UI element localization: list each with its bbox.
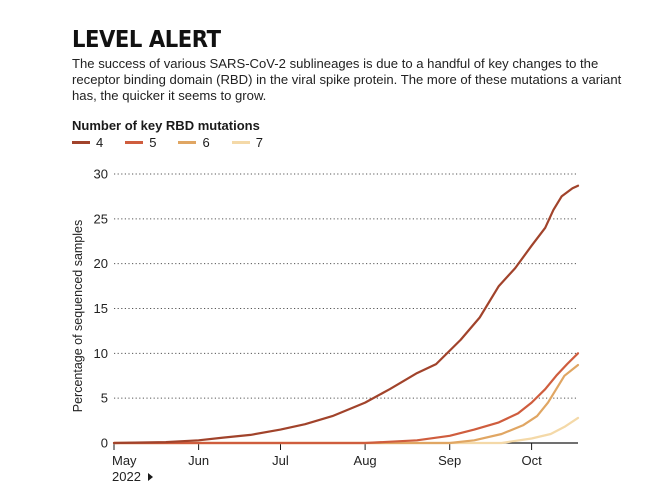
legend-item-4: 4 [72,135,103,150]
y-tick-label: 10 [94,346,108,361]
legend-label: 4 [96,135,104,150]
series-line-4 [112,184,580,445]
x-tick-label: Jun [188,453,209,468]
x-tick-label: May [112,453,137,468]
x-tick-label: Aug [354,453,377,468]
legend-swatch [231,141,250,144]
legend-label: 6 [202,135,210,150]
y-tick-label: 15 [94,301,108,316]
series-line-6 [112,363,580,445]
legend: 4 5 6 7 [72,135,285,150]
legend-label: 5 [149,135,157,150]
x-tick-label: Sep [438,453,461,468]
legend-label: 7 [255,135,263,150]
y-tick-label: 25 [94,211,108,226]
arrow-right-icon [148,473,153,481]
legend-title: Number of key RBD mutations [72,118,260,133]
legend-item-6: 6 [178,135,210,150]
y-tick-label: 20 [94,256,108,271]
x-tick-label: Jul [272,453,289,468]
series-line-5 [112,352,580,445]
legend-swatch [72,141,90,144]
chart-subtitle: The success of various SARS-CoV-2 sublin… [72,56,622,104]
x-tick-label: Oct [521,453,542,468]
series-lines [112,184,580,445]
y-axis-title: Percentage of sequenced samples [71,220,85,413]
legend-item-5: 5 [125,135,156,150]
legend-swatch [178,141,197,144]
y-tick-label: 30 [94,167,108,182]
legend-swatch [125,141,144,144]
x-year-label: 2022 [112,469,141,484]
gridlines [114,173,578,399]
y-ticks: 0 5 10 15 20 25 30 [94,167,108,451]
legend-item-7: 7 [231,135,263,150]
chart-title: LEVEL ALERT [72,27,221,53]
y-tick-label: 5 [101,391,108,406]
x-axis: May Jun Jul Aug Sep Oct 2022 [112,442,578,484]
y-tick-label: 0 [101,436,108,451]
